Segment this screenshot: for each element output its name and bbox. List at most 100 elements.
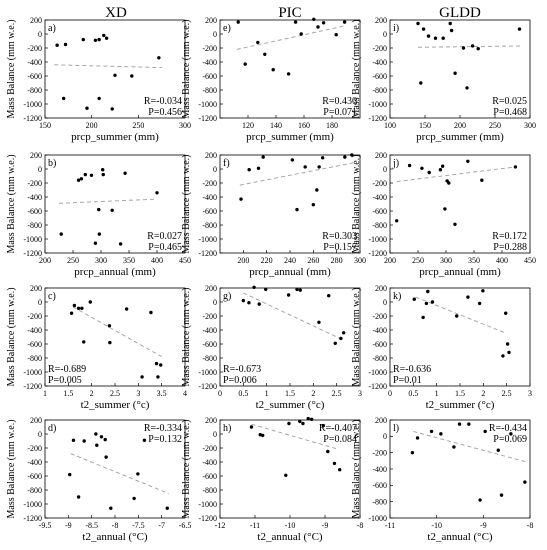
x-tick-label: 100 [384,121,396,130]
y-tick-label: -1200 [198,249,217,258]
y-tick-label: -800 [27,486,42,495]
x-tick-label: -10 [431,521,442,530]
x-tick-label: 200 [237,256,249,265]
data-point [466,295,470,299]
data-point [239,197,243,201]
y-tick-label: -400 [202,193,217,202]
y-axis-label: Mass Balance (mm w.e.) [181,287,192,386]
y-tick-label: -1200 [368,114,387,123]
data-point [110,208,114,212]
panel-label: a) [48,23,56,34]
trend-line [396,166,516,183]
r-value: R=-0.034 [144,96,182,107]
y-tick-label: -1200 [23,514,42,523]
p-value: P=0.288 [493,242,527,253]
data-point [286,72,291,76]
y-tick-label: 200 [205,416,217,425]
data-point [333,341,337,345]
data-point [107,324,112,328]
data-point [261,155,265,159]
y-axis-label: Mass Balance (mm w.e.) [181,19,192,118]
y-tick-label: -1200 [198,382,217,391]
data-point [85,106,89,110]
p-value: P=0.465 [148,242,182,253]
data-point [290,158,295,162]
y-tick-label: -1200 [198,114,217,123]
y-tick-label: -800 [202,221,217,230]
y-tick-label: 0 [38,298,42,307]
trend-line [72,306,162,358]
x-tick-label: -10 [285,521,296,530]
x-axis-label: t2_annual (°C) [427,531,493,543]
x-tick-label: 350 [468,256,480,265]
y-tick-label: -400 [372,193,387,202]
data-point [467,422,471,426]
data-point [55,43,59,47]
data-point [350,153,354,157]
y-tick-label: -800 [27,86,42,95]
data-point [465,86,469,90]
x-tick-label: 160 [298,121,310,130]
y-tick-label: 0 [383,165,387,174]
data-point [97,207,101,212]
y-tick-label: 0 [383,30,387,39]
y-tick-label: -1200 [23,382,42,391]
y-tick-label: 0 [38,165,42,174]
x-tick-label: 300 [354,256,366,265]
data-point [320,156,325,160]
data-point [426,34,431,38]
x-tick-label: 240 [284,256,296,265]
x-tick-label: 150 [419,121,431,130]
data-point [439,432,443,436]
x-tick-label: 220 [261,256,273,265]
r-value: R=0.025 [492,96,527,107]
x-tick-label: 400 [151,256,163,265]
y-tick-label: 0 [38,30,42,39]
data-point [415,436,420,440]
data-point [496,448,500,452]
data-point [427,170,431,175]
y-tick-label: -400 [372,58,387,67]
data-point [461,46,466,50]
y-tick-label: -400 [202,458,217,467]
data-point [113,73,117,78]
panel-label: j) [392,158,399,169]
x-tick-label: 2.5 [332,389,342,398]
data-point [343,155,347,159]
data-point [421,27,426,31]
y-tick-label: -600 [372,207,387,216]
trend-line [239,162,355,186]
y-tick-label: -200 [372,44,387,53]
x-tick-label: -8.5 [85,521,98,530]
data-point [142,438,147,442]
y-axis-label: Mass Balance (mm w.e.) [181,419,192,518]
data-point [407,163,412,168]
data-point [59,232,63,236]
data-point [438,168,443,172]
x-tick-label: 200 [39,256,51,265]
y-tick-label: -200 [372,448,387,457]
x-tick-label: 140 [270,121,282,130]
x-axis-label: t2_annual (°C) [257,531,323,543]
x-axis-label: prcp_summer (mm) [416,131,504,143]
data-point [76,178,81,182]
y-tick-label: -400 [202,58,217,67]
data-point [284,473,288,477]
data-point [298,419,302,424]
data-point [82,340,86,344]
data-point [332,461,337,466]
data-point [159,363,163,367]
p-value: P=0.132 [148,434,182,445]
data-point [101,172,105,177]
panel-label: c) [48,291,56,302]
y-axis-label: Mass Balance (mm w.e.) [351,19,362,118]
y-tick-label: 200 [30,16,42,25]
y-tick-label: 200 [375,16,387,25]
data-point [257,302,261,306]
r-value: R=-0.334 [144,423,182,434]
y-tick-label: -1000 [368,368,387,377]
data-point [416,21,420,26]
